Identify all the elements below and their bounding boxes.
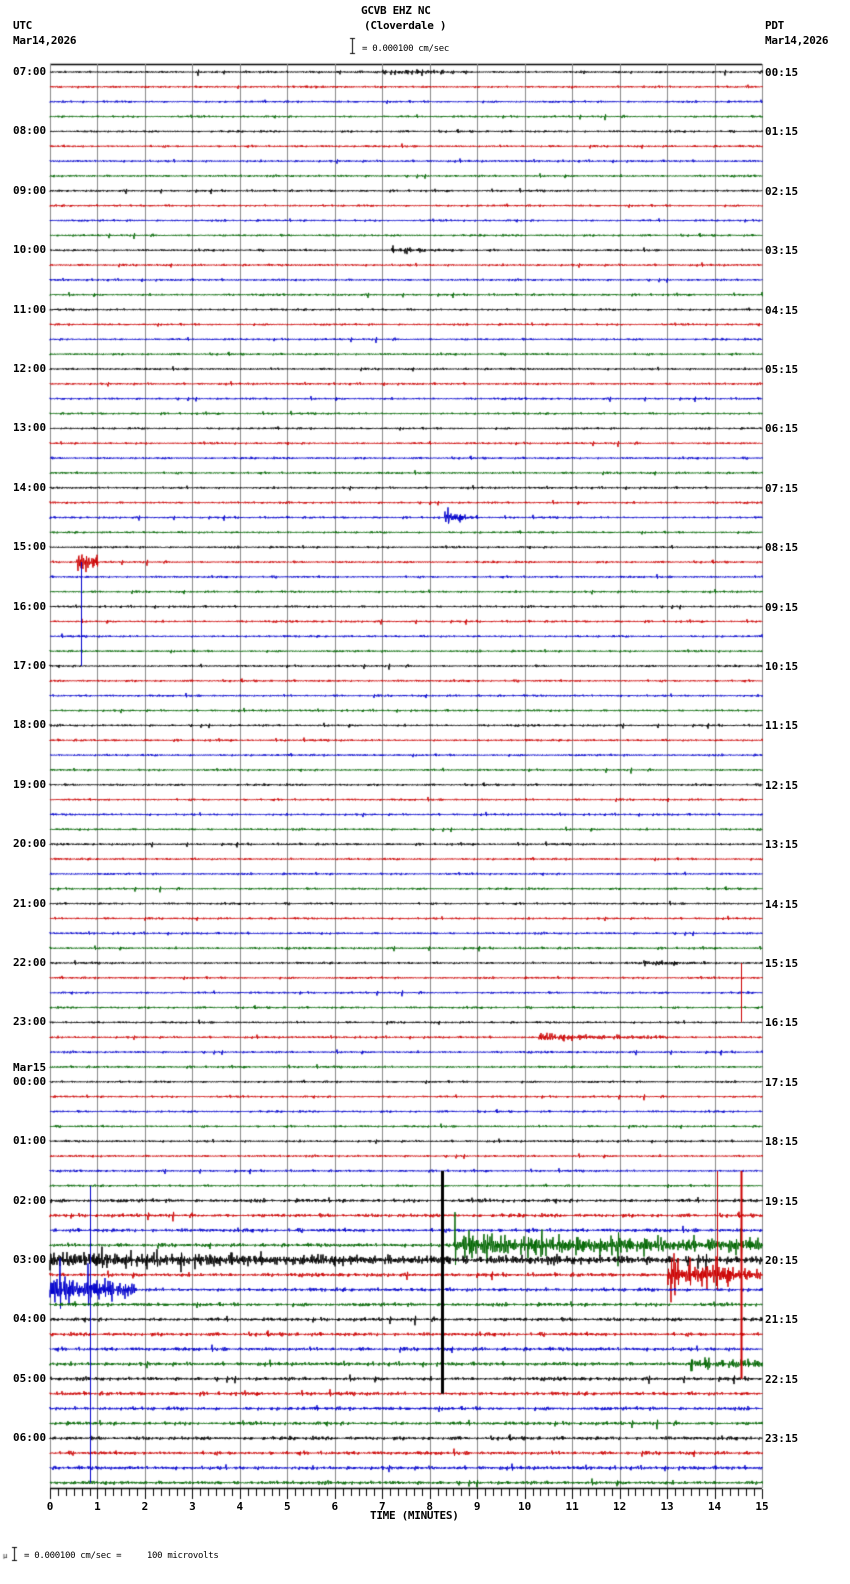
- pdt-hour-label: 08:15: [765, 541, 799, 555]
- pdt-hour-label: 00:15: [765, 66, 799, 79]
- x-tick-label: 5: [284, 1500, 291, 1513]
- pdt-hour-label: 02:15: [765, 184, 799, 198]
- pdt-hour-label: 13:15: [765, 838, 799, 852]
- utc-hour-label: 20:00: [13, 837, 47, 851]
- utc-hour-label: 16:00: [13, 599, 47, 613]
- utc-hour-label: 11:00: [13, 302, 47, 316]
- pdt-hour-label: 04:15: [765, 303, 799, 317]
- utc-hour-label: 14:00: [13, 480, 47, 494]
- utc-hour-label: 03:00: [13, 1253, 47, 1266]
- pdt-hour-label: 16:15: [765, 1016, 799, 1030]
- pdt-hour-label: 23:15: [765, 1432, 799, 1446]
- pdt-hour-label: 01:15: [765, 125, 799, 139]
- pdt-hour-label: 07:15: [765, 481, 799, 495]
- x-tick-label: 7: [378, 1500, 386, 1513]
- pdt-hour-label: 18:15: [765, 1135, 799, 1149]
- scale-label: = 0.000100 cm/sec: [362, 44, 450, 54]
- utc-hour-label: 07:00: [13, 65, 47, 78]
- pdt-hour-label: 10:15: [765, 660, 799, 673]
- station-location: (Cloverdale ): [364, 19, 447, 32]
- utc-hour-label: 22:00: [13, 956, 47, 969]
- utc-hour-label: 10:00: [13, 243, 47, 257]
- x-tick-label: 1: [94, 1500, 101, 1513]
- x-tick-label: 9: [473, 1500, 481, 1513]
- utc-hour-label: 04:00: [13, 1312, 47, 1326]
- pdt-hour-label: 05:15: [765, 363, 799, 376]
- x-axis-title: TIME (MINUTES): [370, 1509, 459, 1522]
- x-tick-label: 14: [707, 1500, 722, 1513]
- utc-hour-label: 17:00: [13, 659, 47, 672]
- utc-hour-label: 06:00: [13, 1431, 47, 1445]
- utc-hour-label: 15:00: [13, 540, 47, 554]
- pdt-hour-label: 11:15: [765, 719, 799, 733]
- pdt-hour-label: 22:15: [765, 1372, 799, 1386]
- x-tick-label: 8: [426, 1500, 434, 1513]
- pdt-hour-label: 20:15: [765, 1254, 799, 1267]
- pdt-hour-label: 15:15: [765, 957, 799, 970]
- pdt-hour-label: 19:15: [765, 1194, 799, 1208]
- utc-hour-label: 02:00: [13, 1193, 47, 1207]
- x-tick-label: 11: [565, 1500, 579, 1513]
- utc-hour-label: 00:00: [13, 1074, 47, 1088]
- date-change-label: Mar15: [13, 1060, 47, 1074]
- utc-hour-label: 21:00: [13, 896, 47, 910]
- pdt-hour-label: 06:15: [765, 422, 799, 436]
- utc-hour-label: 05:00: [13, 1371, 47, 1385]
- pdt-hour-label: 21:15: [765, 1313, 799, 1327]
- pdt-hour-label: 17:15: [765, 1075, 799, 1089]
- pdt-hour-label: 03:15: [765, 244, 799, 258]
- x-tick-label: 2: [141, 1500, 149, 1513]
- right-date: Mar14,2026: [765, 34, 829, 47]
- utc-hour-label: 18:00: [13, 718, 47, 732]
- x-tick-label: 13: [660, 1500, 674, 1513]
- right-timezone: PDT: [765, 19, 784, 32]
- left-timezone: UTC: [13, 19, 32, 32]
- x-tick-label: 10: [518, 1500, 532, 1513]
- left-date: Mar14,2026: [13, 34, 77, 47]
- pdt-hour-label: 14:15: [765, 897, 799, 911]
- utc-hour-label: 23:00: [13, 1015, 47, 1029]
- utc-hour-label: 19:00: [13, 777, 47, 791]
- utc-hour-label: 13:00: [13, 421, 47, 435]
- utc-hour-label: 08:00: [13, 124, 47, 138]
- station-title: GCVB EHZ NC: [361, 4, 431, 17]
- footer-scale-label: = 0.000100 cm/sec = 100 microvolts: [24, 1551, 219, 1561]
- utc-hour-label: 01:00: [13, 1134, 47, 1148]
- x-tick-label: 15: [755, 1500, 769, 1513]
- pdt-hour-label: 09:15: [765, 600, 799, 614]
- pdt-hour-label: 12:15: [765, 778, 799, 792]
- x-tick-label: 12: [612, 1500, 627, 1513]
- utc-hour-label: 12:00: [13, 362, 47, 375]
- x-tick-label: 6: [331, 1500, 339, 1513]
- x-tick-label: 4: [236, 1500, 244, 1513]
- x-tick-label: 3: [189, 1500, 196, 1513]
- x-tick-label: 0: [46, 1500, 54, 1513]
- utc-hour-label: 09:00: [13, 183, 47, 197]
